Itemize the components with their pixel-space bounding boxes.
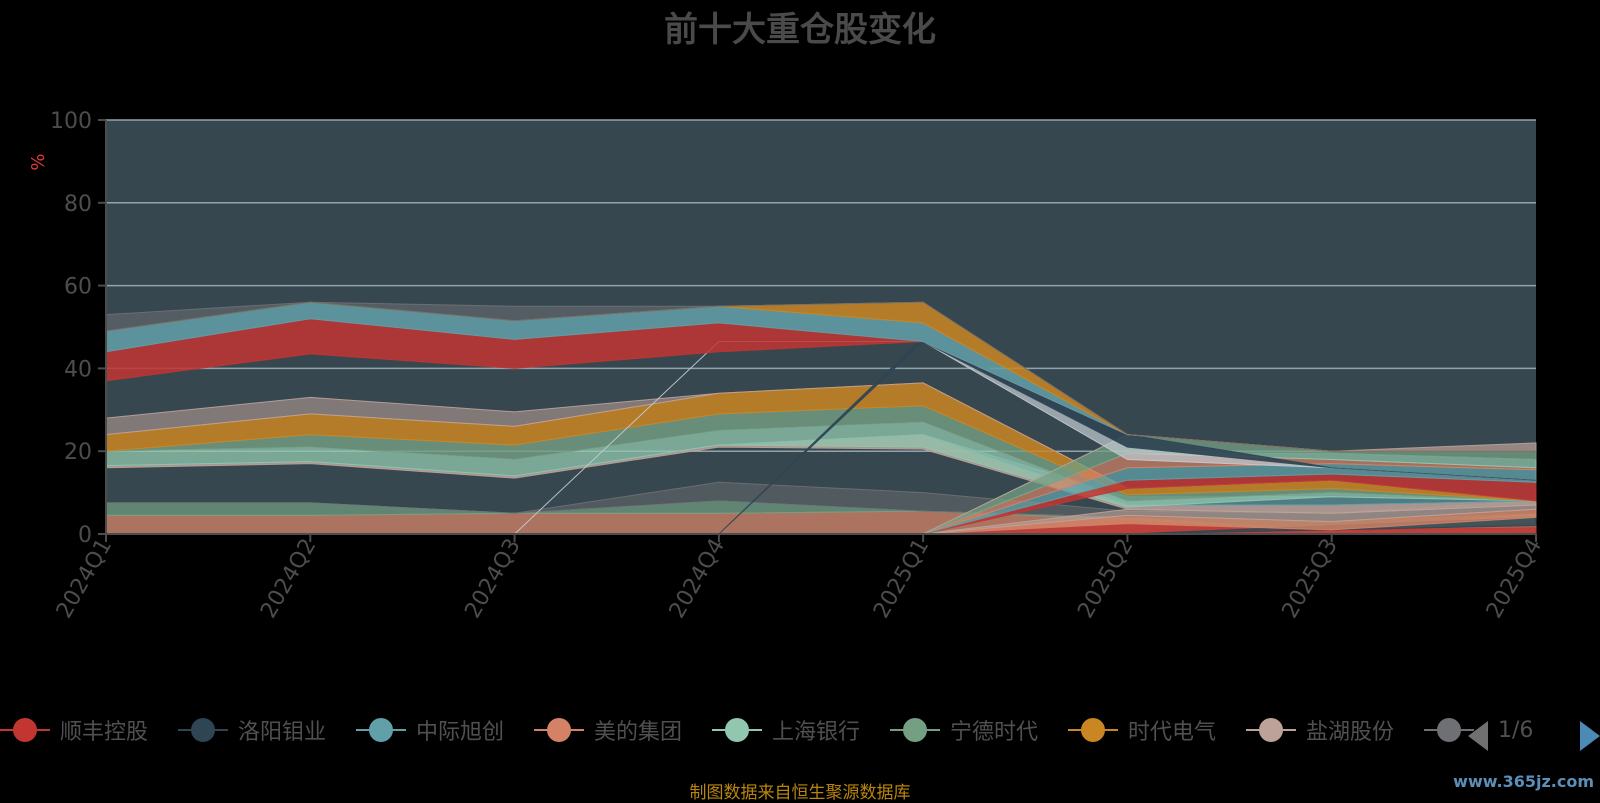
legend-item-6[interactable]: 时代电气: [1068, 710, 1216, 750]
x-tick-label: 2025Q1: [869, 535, 934, 623]
legend-swatch: [0, 715, 50, 745]
legend-item-0[interactable]: 顺丰控股: [0, 710, 148, 750]
chart-title: 前十大重仓股变化: [664, 10, 936, 50]
y-tick-label: 100: [50, 109, 92, 134]
legend-pager: 1/6: [1468, 715, 1600, 755]
x-tick-label: 2025Q3: [1278, 535, 1343, 623]
legend-next-page-button[interactable]: [1580, 721, 1600, 751]
x-tick-label: 2025Q2: [1073, 535, 1138, 623]
x-tick-label: 2024Q4: [665, 535, 730, 623]
y-tick-label: 40: [64, 357, 92, 382]
legend-swatch: [1246, 715, 1296, 745]
legend-swatch: [178, 715, 228, 745]
y-tick-label: 60: [64, 275, 92, 300]
legend-label: 美的集团: [594, 720, 683, 745]
y-tick-label: 0: [78, 523, 92, 548]
legend-label: 盐湖股份: [1306, 720, 1395, 745]
legend-page-indicator: 1/6: [1498, 718, 1534, 743]
legend-item-1[interactable]: 洛阳钼业: [178, 710, 326, 750]
x-tick-label: 2024Q2: [256, 535, 321, 623]
legend-label: 上海银行: [772, 720, 861, 745]
legend-prev-page-button[interactable]: [1468, 721, 1488, 751]
legend-swatch: [1068, 715, 1118, 745]
y-axis-unit-label: %: [28, 153, 49, 170]
legend-swatch: [712, 715, 762, 745]
x-tick-label: 2024Q3: [460, 535, 525, 623]
legend-label: 中际旭创: [416, 720, 505, 745]
watermark: www.365jz.com: [1453, 772, 1594, 791]
area-band-24: [105, 301, 1536, 452]
legend-item-2[interactable]: 中际旭创: [356, 710, 504, 750]
chart-legend: 顺丰控股 洛阳钼业 中际旭创 美的集团 上海银行 宁德时代 时代电气 盐湖股份: [0, 710, 1480, 750]
legend-swatch: [356, 715, 406, 745]
legend-item-8[interactable]: [1424, 710, 1480, 750]
legend-item-5[interactable]: 宁德时代: [890, 710, 1038, 750]
legend-swatch: [534, 715, 584, 745]
area-series: [105, 301, 1537, 535]
legend-label: 时代电气: [1128, 720, 1217, 745]
legend-label: 洛阳钼业: [238, 720, 327, 745]
legend-swatch: [1424, 715, 1474, 745]
legend-item-3[interactable]: 美的集团: [534, 710, 682, 750]
legend-label: 宁德时代: [950, 720, 1039, 745]
y-tick-label: 80: [64, 192, 92, 217]
legend-swatch: [890, 715, 940, 745]
x-tick-label: 2025Q4: [1482, 535, 1547, 623]
legend-item-4[interactable]: 上海银行: [712, 710, 860, 750]
data-source-note: 制图数据来自恒生聚源数据库: [689, 783, 911, 803]
legend-item-7[interactable]: 盐湖股份: [1246, 710, 1394, 750]
y-tick-label: 20: [64, 440, 92, 465]
legend-label: 顺丰控股: [60, 720, 149, 745]
